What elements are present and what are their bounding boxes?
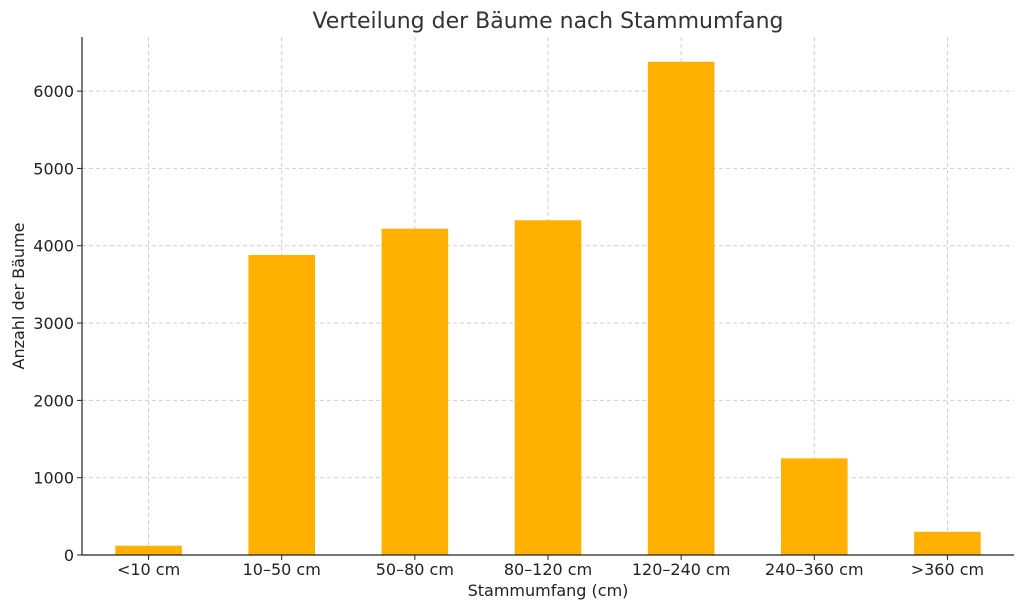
x-tick-labels: <10 cm 10–50 cm 50–80 cm 80–120 cm 120–240 c… [117, 560, 984, 579]
chart-title: Verteilung der Bäume nach Stammumfang [312, 9, 783, 34]
bar [115, 545, 182, 555]
x-tick-label: 80–120 cm [504, 560, 592, 579]
bar [781, 458, 848, 555]
bar [647, 61, 715, 556]
axis-layer [77, 37, 1014, 560]
bar [381, 228, 449, 556]
y-tick-label: 6000 [33, 82, 74, 101]
y-tick-label: 2000 [33, 391, 74, 410]
x-tick-label: <10 cm [117, 560, 180, 579]
x-tick-label: >360 cm [911, 560, 984, 579]
bar [248, 255, 315, 556]
x-tick-label: 50–80 cm [376, 560, 454, 579]
y-tick-label: 1000 [33, 469, 74, 488]
bar [914, 531, 981, 555]
y-tick-label: 3000 [33, 314, 74, 333]
y-axis-label: Anzahl der Bäume [9, 223, 28, 370]
y-tick-label: 4000 [33, 237, 74, 256]
y-tick-label: 5000 [33, 159, 74, 178]
x-tick-label: 10–50 cm [243, 560, 321, 579]
bar-layer [115, 61, 981, 556]
bar [514, 220, 582, 555]
x-tick-label: 120–240 cm [632, 560, 731, 579]
y-tick-labels: 0 1000 2000 3000 4000 5000 6000 [33, 82, 74, 565]
y-tick-label: 0 [64, 546, 74, 565]
x-tick-label: 240–360 cm [765, 560, 864, 579]
x-axis-label: Stammumfang (cm) [468, 581, 629, 600]
